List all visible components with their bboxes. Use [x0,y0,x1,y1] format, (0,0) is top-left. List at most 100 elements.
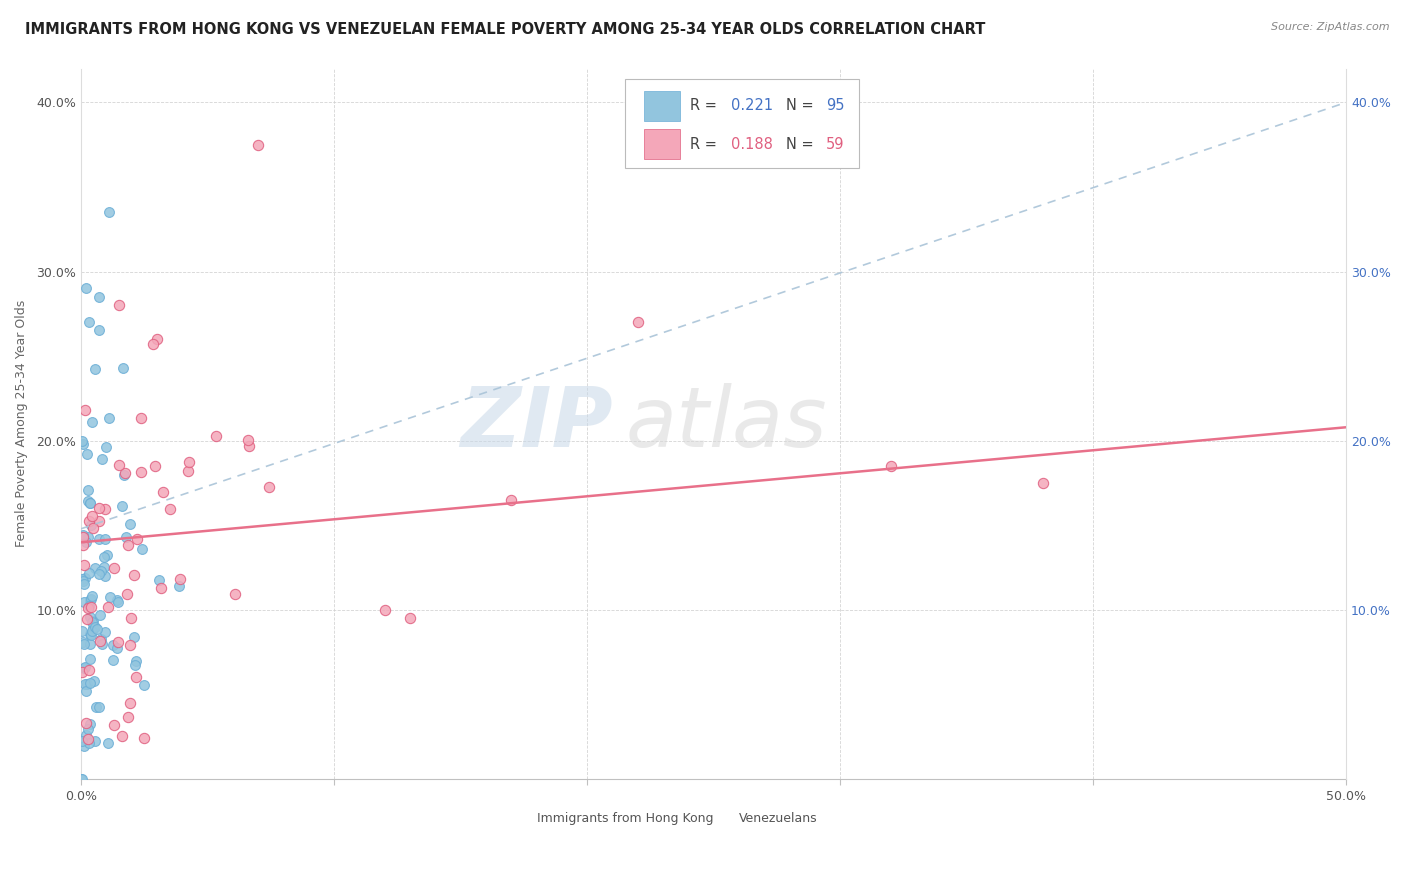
Point [1032,476,1054,491]
Point [73,571,96,585]
Point [127,532,149,546]
Point [120,611,142,625]
Point [80,415,103,429]
Point [80,589,103,603]
Point [114,466,136,480]
Point [70,434,93,448]
Point [77,600,100,615]
Point [79,637,101,651]
Point [77,315,100,329]
Point [93,625,115,640]
Point [118,638,141,652]
Point [70,772,93,787]
Point [73,637,96,651]
Point [146,332,169,346]
Bar [644,91,679,120]
Point [117,538,139,552]
Point [89,514,111,528]
Point [76,612,98,626]
Point [83,673,105,688]
Point [103,718,125,732]
Point [77,663,100,677]
Point [134,678,156,692]
Point [73,558,96,573]
Point [75,281,97,295]
Point [399,611,422,625]
Point [94,440,117,454]
Point [75,534,97,549]
Point [72,572,94,586]
Point [72,574,94,588]
Point [257,480,280,494]
Point [93,549,115,564]
Point [238,434,260,448]
Point [83,734,105,748]
Point [91,452,114,467]
Point [112,360,135,375]
Text: atlas: atlas [626,384,827,465]
Point [87,501,110,516]
Text: 59: 59 [827,136,845,152]
Point [152,484,174,499]
Point [94,569,117,583]
Point [124,630,146,644]
Point [108,458,131,472]
Point [73,661,96,675]
Point [97,205,120,219]
Point [80,600,103,615]
Text: R =: R = [689,136,721,152]
Point [124,654,146,668]
Point [97,736,120,750]
Point [98,410,121,425]
Point [72,577,94,591]
Point [177,455,200,469]
Point [75,728,97,742]
Point [143,458,166,473]
Point [80,592,103,607]
Point [238,439,260,453]
Bar [695,808,730,827]
Point [77,483,100,498]
Point [111,729,134,743]
Point [80,509,103,524]
Point [103,653,125,667]
Point [122,568,145,582]
Point [75,659,97,673]
Point [77,732,100,747]
Text: Venezuelans: Venezuelans [740,812,818,825]
Point [75,403,97,417]
Point [247,137,270,152]
Point [880,459,903,474]
Point [72,538,94,552]
Point [82,521,104,535]
Point [72,437,94,451]
Point [79,496,101,510]
Point [169,572,191,586]
Text: N =: N = [786,98,818,113]
Point [73,739,96,753]
Point [103,560,125,574]
Point [77,599,100,614]
Point [76,531,98,545]
Point [167,579,190,593]
Point [120,696,142,710]
Point [77,514,100,528]
Text: Source: ZipAtlas.com: Source: ZipAtlas.com [1271,22,1389,32]
Point [79,496,101,510]
Point [90,632,112,646]
Point [86,622,108,636]
Point [117,710,139,724]
Point [79,628,101,642]
Point [107,595,129,609]
Point [72,530,94,544]
Point [105,593,128,607]
Bar [644,129,679,159]
Point [90,637,112,651]
Point [89,567,111,582]
Point [79,627,101,641]
Point [79,675,101,690]
Point [87,290,110,304]
Point [627,315,650,329]
Point [97,599,120,614]
Point [112,467,135,482]
